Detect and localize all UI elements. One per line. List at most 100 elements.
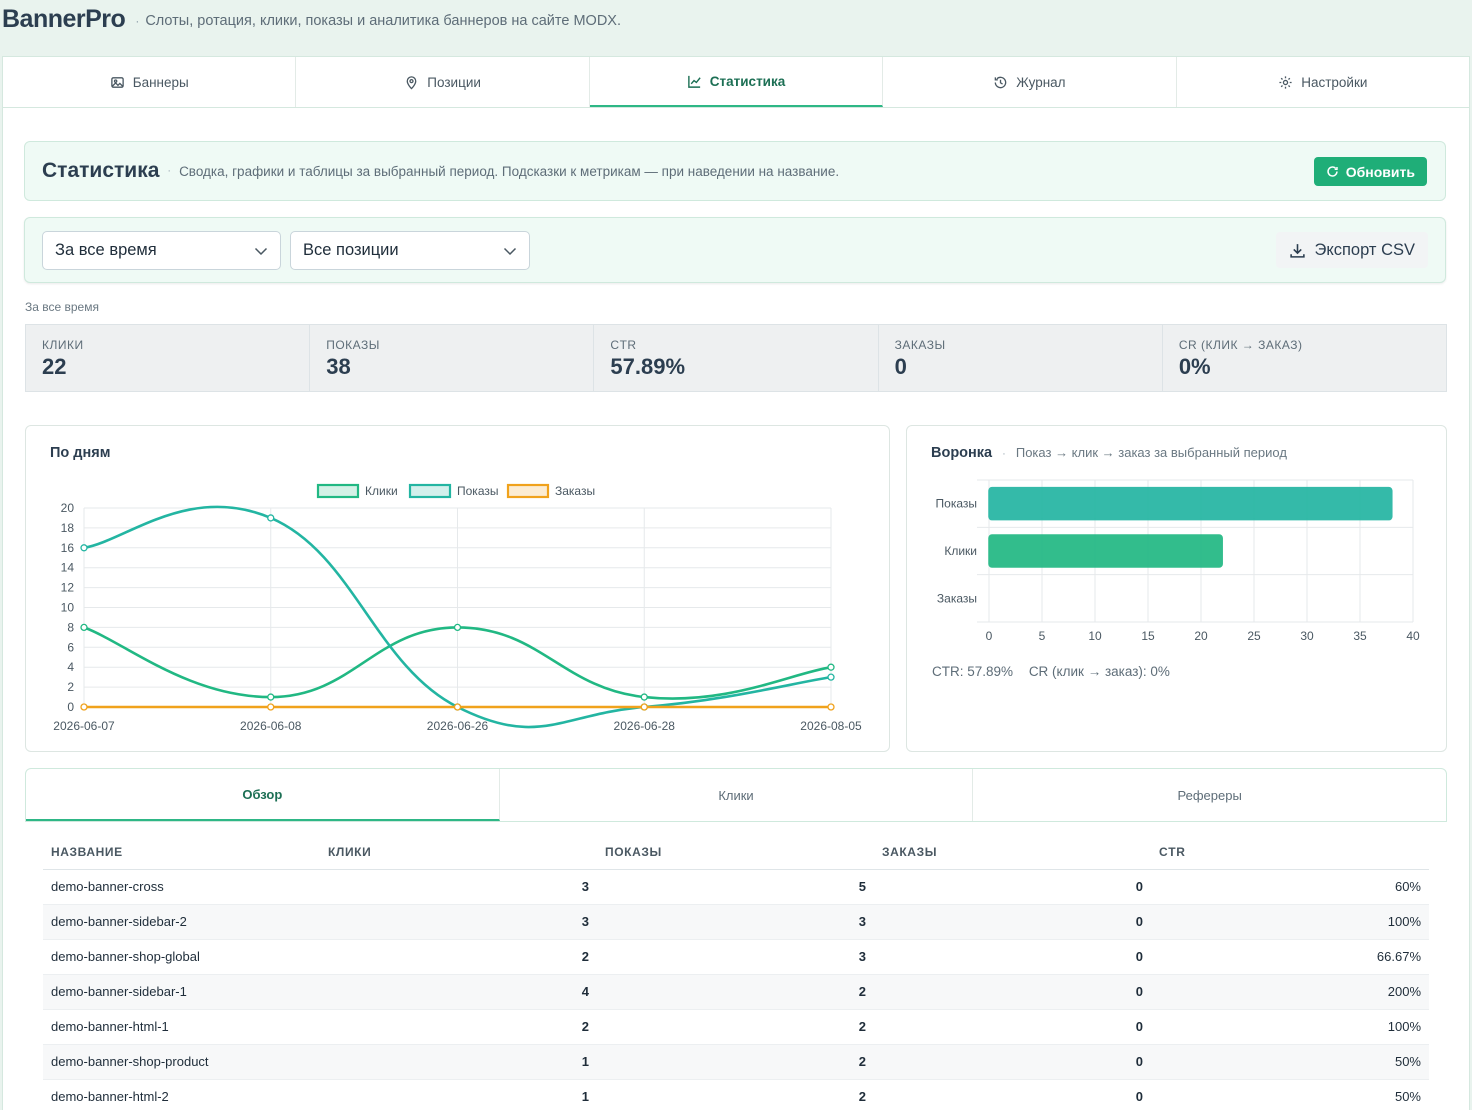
category-label: Клики bbox=[944, 544, 977, 558]
data-point bbox=[267, 703, 275, 711]
y-tick-label: 0 bbox=[67, 700, 74, 714]
tab-label: Журнал bbox=[1016, 74, 1066, 90]
daily-line-chart: 0 2 4 6 8 10 12 14 16 18 20 2026-06-07 2026-06-08 202… bbox=[53, 483, 862, 733]
data-point bbox=[80, 544, 88, 552]
legend-label: Показы bbox=[457, 484, 498, 498]
tab-overview[interactable]: Обзор bbox=[26, 769, 500, 821]
cell-clicks: 2 bbox=[320, 939, 597, 975]
funnel-footer: CTR: 57.89% CR (клик → заказ): 0% bbox=[932, 664, 1170, 679]
cell-views: 3 bbox=[597, 904, 874, 940]
cell-orders: 0 bbox=[874, 1079, 1151, 1110]
banners-stats-table: НАЗВАНИЕ КЛИКИ ПОКАЗЫ ЗАКАЗЫ CTR demo-ba… bbox=[43, 836, 1429, 1110]
history-icon bbox=[994, 76, 1007, 88]
tab-settings[interactable]: Настройки bbox=[1177, 57, 1469, 107]
col-orders[interactable]: ЗАКАЗЫ bbox=[874, 836, 1151, 870]
x-tick-label: 10 bbox=[1088, 629, 1102, 643]
cell-views: 2 bbox=[597, 1009, 874, 1045]
x-tick-label: 2026-08-05 bbox=[800, 719, 862, 733]
legend-swatch bbox=[316, 483, 360, 499]
refresh-button[interactable]: Обновить bbox=[1313, 157, 1427, 186]
cell-name: demo-banner-shop-product bbox=[43, 1044, 320, 1080]
cell-clicks: 4 bbox=[320, 974, 597, 1010]
page-title: Статистика bbox=[42, 159, 160, 182]
data-point bbox=[827, 663, 835, 671]
category-label: Показы bbox=[936, 497, 977, 511]
table-row: demo-banner-html-1 2 2 0 100% bbox=[43, 1009, 1429, 1045]
y-tick-label: 6 bbox=[67, 640, 74, 654]
chart-icon bbox=[687, 75, 701, 88]
col-name[interactable]: НАЗВАНИЕ bbox=[43, 836, 320, 870]
filters-bar: За все время Все позиции Экспорт CSV bbox=[24, 217, 1446, 283]
cell-views: 5 bbox=[597, 869, 874, 905]
period-label: За все время bbox=[25, 300, 99, 314]
chart-subtitle: Показ → клик → заказ за выбранный период bbox=[1015, 445, 1287, 460]
series-line-1 bbox=[83, 505, 832, 729]
cell-orders: 0 bbox=[874, 1044, 1151, 1080]
tab-referrers[interactable]: Рефереры bbox=[1177, 787, 1242, 803]
app-subtitle: Слоты, ротация, клики, показы и аналитик… bbox=[145, 13, 621, 29]
y-tick-label: 20 bbox=[61, 501, 75, 515]
main-tabs: Баннеры Позиции Статистика Журнал Настро… bbox=[2, 56, 1470, 108]
tab-positions[interactable]: Позиции bbox=[296, 57, 590, 107]
cell-ctr: 100% bbox=[1151, 904, 1429, 940]
cell-name: demo-banner-html-1 bbox=[43, 1009, 320, 1045]
funnel-cr: CR (клик → заказ): 0% bbox=[1028, 664, 1170, 679]
kpi-row: КЛИКИ 22 ПОКАЗЫ 38 CTR 57.89% ЗАКАЗЫ 0 C… bbox=[25, 324, 1447, 392]
tab-statistics[interactable]: Статистика bbox=[589, 57, 884, 107]
cell-name: demo-banner-html-2 bbox=[43, 1079, 320, 1110]
cell-name: demo-banner-sidebar-2 bbox=[43, 904, 320, 940]
tab-label: Позиции bbox=[427, 74, 481, 90]
table-row: demo-banner-html-2 1 2 0 50% bbox=[43, 1079, 1429, 1110]
page-description: Сводка, графики и таблицы за выбранный п… bbox=[179, 163, 840, 179]
legend-swatch bbox=[506, 483, 550, 499]
cell-orders: 0 bbox=[874, 939, 1151, 975]
cell-clicks: 2 bbox=[320, 1009, 597, 1045]
kpi-orders: ЗАКАЗЫ 0 bbox=[879, 325, 1163, 391]
data-point bbox=[267, 693, 275, 701]
export-csv-button[interactable]: Экспорт CSV bbox=[1276, 232, 1428, 268]
x-tick-label: 0 bbox=[986, 629, 993, 643]
position-select[interactable]: Все позиции bbox=[290, 231, 530, 270]
chevron-down-icon bbox=[254, 247, 268, 256]
tab-journal[interactable]: Журнал bbox=[883, 57, 1177, 107]
kpi-views: ПОКАЗЫ 38 bbox=[310, 325, 595, 391]
y-tick-label: 4 bbox=[67, 660, 74, 674]
chart-title: По дням bbox=[50, 445, 111, 461]
cell-ctr: 60% bbox=[1151, 869, 1429, 905]
x-tick-label: 2026-06-07 bbox=[53, 719, 115, 733]
image-icon bbox=[110, 76, 124, 88]
x-tick-label: 15 bbox=[1141, 629, 1155, 643]
cell-orders: 0 bbox=[874, 1009, 1151, 1045]
chart-title: Воронка bbox=[931, 445, 993, 461]
legend-label: Заказы bbox=[555, 484, 595, 498]
col-views[interactable]: ПОКАЗЫ bbox=[597, 836, 874, 870]
funnel-chart-card: Воронка · Показ → клик → заказ за выбран… bbox=[906, 425, 1447, 752]
tab-label: Статистика bbox=[709, 73, 786, 89]
gear-icon bbox=[1279, 75, 1292, 89]
kpi-cr: CR (КЛИК → ЗАКАЗ) 0% bbox=[1178, 338, 1303, 379]
category-label: Заказы bbox=[937, 591, 977, 605]
cell-name: demo-banner-shop-global bbox=[43, 939, 320, 975]
cell-views: 2 bbox=[597, 1044, 874, 1080]
table-row: demo-banner-shop-global 2 3 0 66.67% bbox=[43, 939, 1429, 975]
chevron-down-icon bbox=[503, 247, 517, 256]
map-pin-icon bbox=[406, 75, 417, 90]
kpi-clicks: КЛИКИ 22 bbox=[26, 325, 311, 391]
data-point bbox=[80, 623, 88, 632]
cell-views: 2 bbox=[597, 1079, 874, 1110]
table-row: demo-banner-sidebar-2 3 3 0 100% bbox=[43, 904, 1429, 940]
col-ctr[interactable]: CTR bbox=[1151, 836, 1429, 870]
period-select[interactable]: За все время bbox=[42, 231, 281, 270]
cell-name: demo-banner-cross bbox=[43, 869, 320, 905]
refresh-icon bbox=[1327, 166, 1338, 177]
tab-clicks[interactable]: Клики bbox=[500, 769, 974, 821]
y-tick-label: 8 bbox=[67, 620, 74, 634]
col-clicks[interactable]: КЛИКИ bbox=[320, 836, 597, 870]
tab-banners[interactable]: Баннеры bbox=[3, 57, 297, 107]
stats-header: Статистика · Сводка, графики и таблицы з… bbox=[24, 141, 1446, 201]
download-icon bbox=[1290, 243, 1306, 258]
data-point bbox=[267, 514, 275, 522]
y-tick-label: 18 bbox=[61, 521, 75, 535]
cell-views: 2 bbox=[597, 974, 874, 1010]
funnel-ctr: CTR: 57.89% bbox=[932, 664, 1014, 679]
